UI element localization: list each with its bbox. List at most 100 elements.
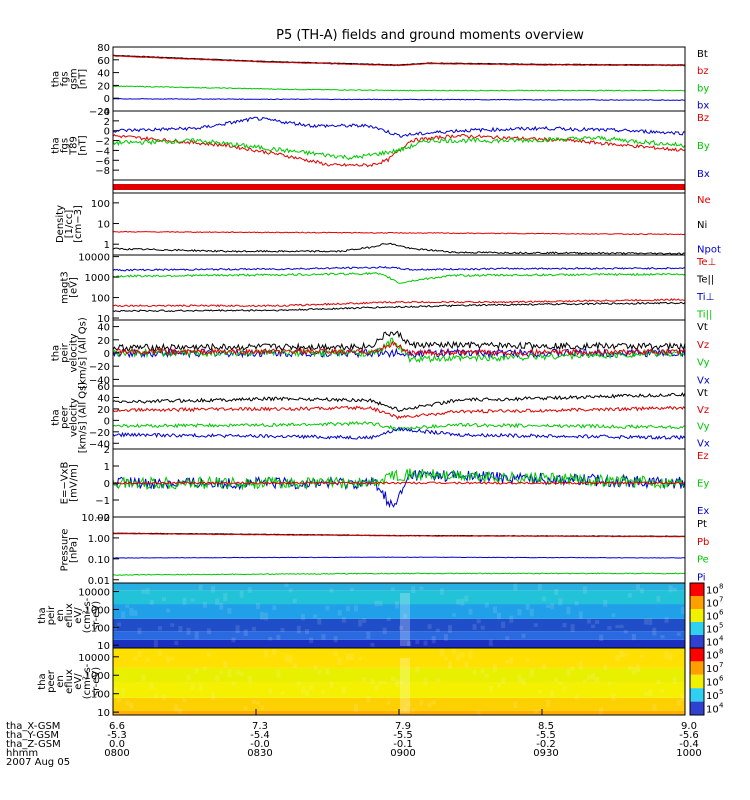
spectrogram-texture bbox=[153, 640, 158, 648]
ephemeris-value: 7.9 bbox=[395, 721, 411, 732]
spectrogram-texture bbox=[239, 671, 244, 676]
spectrogram-texture bbox=[464, 595, 469, 602]
colorbar-segment bbox=[690, 635, 704, 648]
spectrogram-texture bbox=[309, 684, 314, 691]
y-tick-label: 2 bbox=[104, 445, 110, 456]
colorbar-exponent: 5 bbox=[719, 622, 723, 630]
ephemeris-value: -5.4 bbox=[250, 730, 270, 741]
spectrogram-texture bbox=[268, 688, 273, 694]
y-axis-label: [1/cc] bbox=[64, 210, 75, 239]
spectrogram-texture bbox=[550, 690, 555, 698]
spectrogram-texture bbox=[603, 664, 608, 671]
y-axis-label: en bbox=[55, 675, 66, 688]
y-tick-label: 20 bbox=[97, 405, 110, 416]
colorbar-exponent: 6 bbox=[719, 675, 724, 683]
series-line-black bbox=[113, 330, 685, 352]
spectrogram-texture bbox=[599, 707, 604, 715]
y-tick-label: 0.01 bbox=[88, 576, 110, 587]
y-tick-label: 1000 bbox=[85, 671, 110, 682]
series-line-red bbox=[113, 533, 685, 538]
spectrogram-texture bbox=[497, 683, 502, 688]
spectrogram-texture bbox=[264, 650, 269, 659]
spectrogram-texture bbox=[166, 608, 171, 613]
legend-entry: Vy bbox=[697, 422, 710, 433]
spectrogram-texture bbox=[574, 601, 579, 606]
spectrogram-texture bbox=[542, 663, 546, 670]
spectrogram-texture bbox=[554, 677, 559, 683]
spectrogram-texture bbox=[448, 661, 453, 669]
spectrogram-texture bbox=[251, 699, 256, 704]
spectrogram-texture bbox=[411, 586, 416, 593]
spectrogram-texture bbox=[305, 689, 310, 697]
spectrogram-texture bbox=[452, 613, 457, 617]
spectrogram-texture bbox=[309, 637, 314, 644]
y-axis-label: [mV/m] bbox=[69, 464, 80, 502]
spectrogram-texture bbox=[243, 629, 248, 636]
spectrogram-texture bbox=[378, 600, 383, 606]
spectrogram-texture bbox=[635, 584, 640, 590]
y-axis-label: [cm−3] bbox=[73, 205, 84, 243]
spectrogram-texture bbox=[256, 603, 260, 610]
colorbar-segment bbox=[690, 596, 704, 609]
spectrogram-band bbox=[113, 604, 685, 619]
series-line-red bbox=[113, 55, 685, 67]
panel-pressure: 10.00 1.00 0.10 0.01 Pressure[nPa] Pt Pb Pe Pi bbox=[60, 513, 710, 587]
series-group bbox=[113, 230, 685, 255]
panel-density: 100 10 1 Density[1/cc][cm−3] Ne Ni Npot bbox=[55, 192, 721, 256]
spectrogram-texture bbox=[313, 614, 318, 619]
spectrogram-texture bbox=[174, 704, 179, 712]
spectrogram-texture bbox=[591, 624, 596, 628]
spectrogram-texture bbox=[672, 676, 677, 685]
series-group bbox=[113, 266, 685, 313]
y-tick-label: 100 bbox=[91, 690, 110, 701]
colorbar-exponent: 4 bbox=[719, 635, 724, 643]
spectrogram-texture bbox=[672, 587, 677, 592]
spectrogram-band bbox=[113, 583, 685, 591]
spectrogram-texture bbox=[607, 626, 612, 630]
spectrogram-texture bbox=[419, 700, 424, 706]
series-line-red bbox=[113, 405, 685, 420]
series-line-red bbox=[113, 298, 685, 308]
ephemeris-value: 7.3 bbox=[252, 721, 268, 732]
spectrogram-texture bbox=[145, 588, 150, 595]
spectrogram-texture bbox=[149, 683, 154, 689]
y-axis-label: velocity bbox=[69, 333, 80, 372]
spectrogram-texture bbox=[382, 627, 387, 635]
y-tick-label: −2 bbox=[95, 513, 110, 524]
spectrogram-texture bbox=[501, 677, 506, 684]
y-tick-label: 80 bbox=[97, 43, 110, 54]
spectrogram-texture bbox=[349, 587, 354, 592]
ephemeris-row-label: tha_X-GSM bbox=[6, 721, 60, 732]
series-line-blue bbox=[113, 97, 685, 101]
spectrogram-texture bbox=[296, 681, 301, 686]
y-axis-label: [nT] bbox=[78, 135, 89, 155]
legend-entry: bz bbox=[697, 66, 709, 77]
spectrogram-texture bbox=[468, 608, 473, 615]
mode-bar bbox=[113, 184, 685, 190]
spectrogram-texture bbox=[256, 701, 260, 706]
y-tick-label: 100 bbox=[91, 294, 110, 305]
y-axis-label: eflux bbox=[64, 603, 75, 628]
series-line-black bbox=[113, 54, 685, 66]
series-group bbox=[113, 54, 685, 101]
spectrogram-texture bbox=[288, 655, 293, 663]
series-line-green bbox=[113, 421, 685, 432]
spectrogram-texture bbox=[431, 636, 436, 644]
spectrogram-texture bbox=[341, 686, 346, 694]
spectrogram-texture bbox=[215, 598, 220, 606]
spectrogram-texture bbox=[223, 661, 228, 669]
series-line-blue bbox=[113, 116, 685, 138]
spectrogram-texture bbox=[276, 669, 281, 678]
spectrogram-texture bbox=[635, 664, 640, 673]
y-tick-label: 10000 bbox=[78, 588, 110, 599]
spectrogram-texture bbox=[460, 652, 465, 658]
series-group bbox=[113, 532, 685, 576]
spectrogram-texture bbox=[472, 670, 477, 675]
spectrogram-texture bbox=[219, 671, 224, 675]
y-axis-label: peer bbox=[60, 405, 71, 429]
legend-entry: Pb bbox=[697, 537, 709, 548]
y-tick-label: −4 bbox=[95, 146, 110, 157]
